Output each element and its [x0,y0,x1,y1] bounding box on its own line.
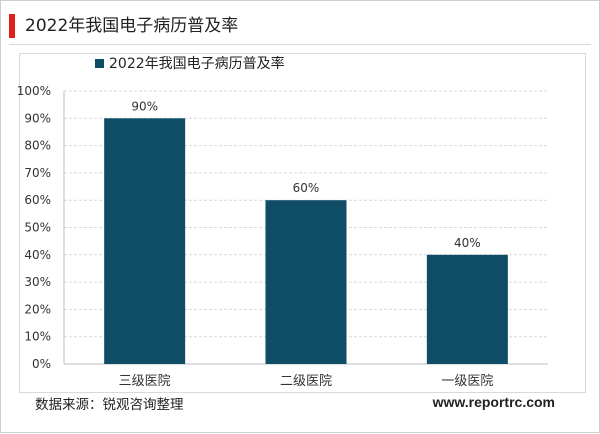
y-tick-label: 60% [24,193,51,207]
source-note: 数据来源：锐观咨询整理 [35,397,184,413]
y-tick-label: 10% [24,330,51,344]
page-title: 2022年我国电子病历普及率 [25,16,239,36]
y-tick-label: 90% [24,111,51,125]
title-divider [9,44,591,45]
y-tick-label: 100% [17,84,51,98]
legend-swatch [95,59,104,68]
y-tick-label: 70% [24,166,51,180]
bar-2 [265,200,347,364]
y-tick-label: 30% [24,275,51,289]
legend-label: 2022年我国电子病历普及率 [109,55,285,72]
y-tick-label: 0% [32,357,51,371]
y-tick-label: 50% [24,221,51,235]
x-tick-label: 二级医院 [280,374,332,389]
plot-border [19,53,586,393]
bar-1 [104,118,186,364]
data-label: 60% [293,181,320,195]
x-tick-label: 三级医院 [119,374,171,389]
y-tick-label: 80% [24,139,51,153]
title-accent-bar [9,14,15,38]
y-tick-label: 20% [24,302,51,316]
y-tick-label: 40% [24,248,51,262]
website-label: www.reportrc.com [432,394,555,410]
data-label: 90% [131,99,158,113]
data-label: 40% [454,236,481,250]
x-tick-label: 一级医院 [441,374,493,389]
bar-3 [426,254,508,364]
title-bar: 2022年我国电子病历普及率 [1,14,561,38]
